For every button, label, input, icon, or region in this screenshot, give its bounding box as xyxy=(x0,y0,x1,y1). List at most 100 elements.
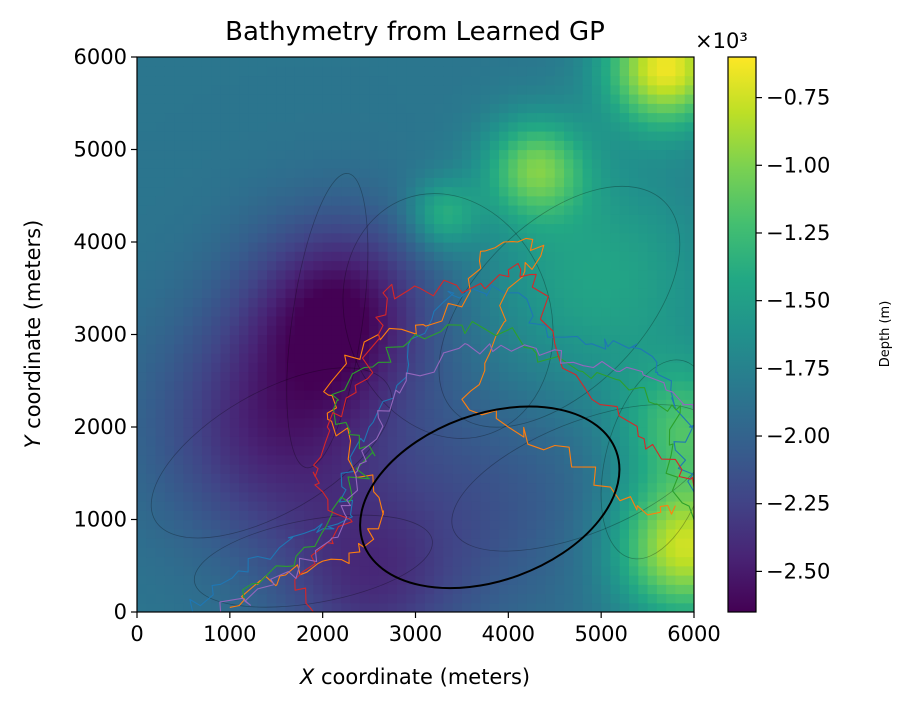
heatmap-cell xyxy=(610,473,621,484)
heatmap-cell xyxy=(471,57,482,67)
heatmap-cell xyxy=(415,445,426,456)
colorbar-tick-label: −1.25 xyxy=(766,221,830,245)
heatmap-cell xyxy=(369,131,379,141)
heatmap-cell xyxy=(359,445,370,456)
heatmap-cell xyxy=(396,464,407,474)
heatmap-cell xyxy=(331,510,342,521)
heatmap-cell xyxy=(573,556,584,567)
heatmap-cell xyxy=(396,195,407,206)
heatmap-cell xyxy=(406,149,417,160)
heatmap-cell xyxy=(489,269,500,280)
heatmap-cell xyxy=(582,390,593,400)
heatmap-cell xyxy=(359,306,370,317)
heatmap-cell xyxy=(406,158,417,169)
heatmap-cell xyxy=(248,223,259,234)
heatmap-cell xyxy=(387,195,398,206)
heatmap-cell xyxy=(137,288,147,299)
heatmap-cell xyxy=(266,362,277,373)
heatmap-cell xyxy=(582,57,593,67)
heatmap-cell xyxy=(276,547,287,558)
heatmap-cell xyxy=(536,343,547,354)
heatmap-cell xyxy=(508,593,519,604)
heatmap-cell xyxy=(471,445,482,456)
heatmap-cell xyxy=(629,371,639,382)
heatmap-cell xyxy=(294,297,305,308)
heatmap-cell xyxy=(266,214,277,225)
heatmap-cell xyxy=(684,186,694,197)
heatmap-cell xyxy=(480,260,491,271)
heatmap-cell xyxy=(526,491,537,502)
heatmap-cell xyxy=(313,602,324,612)
heatmap-cell xyxy=(499,454,509,465)
heatmap-cell xyxy=(294,214,305,225)
heatmap-cell xyxy=(257,371,268,382)
heatmap-cell xyxy=(201,279,212,289)
heatmap-cell xyxy=(341,242,352,252)
heatmap-cell xyxy=(322,84,333,95)
heatmap-cell xyxy=(619,371,630,382)
heatmap-cell xyxy=(656,602,667,612)
heatmap-cell xyxy=(331,343,342,354)
heatmap-cell xyxy=(591,168,602,178)
heatmap-cell xyxy=(350,575,361,585)
heatmap-cell xyxy=(341,547,352,558)
heatmap-cell xyxy=(183,177,194,188)
heatmap-cell xyxy=(499,408,509,419)
heatmap-cell xyxy=(452,103,463,114)
x-tick-label: 1000 xyxy=(203,622,256,646)
heatmap-cell xyxy=(192,177,203,188)
heatmap-cell xyxy=(461,57,472,67)
heatmap-cell xyxy=(350,491,361,502)
heatmap-cell xyxy=(174,306,185,317)
heatmap-cell xyxy=(684,501,694,511)
heatmap-cell xyxy=(239,417,249,428)
heatmap-cell xyxy=(619,399,630,410)
heatmap-cell xyxy=(257,103,268,114)
heatmap-cell xyxy=(174,84,185,95)
heatmap-cell xyxy=(350,242,361,252)
heatmap-cell xyxy=(313,371,324,382)
heatmap-cell xyxy=(443,316,454,326)
heatmap-cell xyxy=(239,380,249,391)
heatmap-cell xyxy=(137,223,147,234)
heatmap-cell xyxy=(647,288,658,299)
heatmap-cell xyxy=(508,140,519,151)
heatmap-cell xyxy=(461,547,472,558)
heatmap-cell xyxy=(285,75,296,86)
heatmap-cell xyxy=(554,491,565,502)
heatmap-cell xyxy=(313,316,324,326)
heatmap-cell xyxy=(378,251,389,262)
heatmap-cell xyxy=(359,519,370,530)
heatmap-cell xyxy=(564,158,574,169)
heatmap-cell xyxy=(675,501,686,511)
heatmap-cell xyxy=(239,223,249,234)
heatmap-cell xyxy=(647,482,658,493)
heatmap-cell xyxy=(591,602,602,612)
heatmap-cell xyxy=(591,177,602,188)
heatmap-cell xyxy=(229,232,240,243)
heatmap-cell xyxy=(443,575,454,585)
heatmap-cell xyxy=(461,408,472,419)
heatmap-cell xyxy=(415,103,426,114)
heatmap-cell xyxy=(610,94,621,104)
heatmap-cell xyxy=(276,84,287,95)
heatmap-cell xyxy=(155,75,166,86)
heatmap-cell xyxy=(536,436,547,447)
heatmap-cell xyxy=(276,195,287,206)
heatmap-cell xyxy=(248,84,259,95)
heatmap-cell xyxy=(684,316,694,326)
heatmap-cell xyxy=(424,177,435,188)
heatmap-cell xyxy=(257,66,268,77)
heatmap-cell xyxy=(378,528,389,539)
heatmap-cell xyxy=(424,454,435,465)
heatmap-cell xyxy=(322,242,333,252)
heatmap-cell xyxy=(591,158,602,169)
heatmap-cell xyxy=(183,408,194,419)
heatmap-cell xyxy=(638,140,649,151)
heatmap-cell xyxy=(443,408,454,419)
heatmap-cell xyxy=(638,94,649,104)
heatmap-cell xyxy=(313,334,324,345)
heatmap-cell xyxy=(331,445,342,456)
heatmap-cell xyxy=(406,269,417,280)
heatmap-cell xyxy=(248,593,259,604)
